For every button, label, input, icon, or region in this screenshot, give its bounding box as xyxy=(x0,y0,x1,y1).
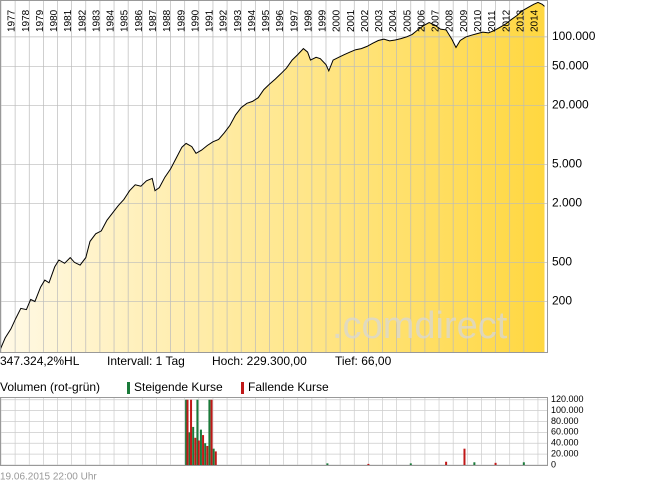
legend-swatch xyxy=(241,382,244,394)
y-tick-label: 20.000 xyxy=(551,448,579,458)
volume-bar xyxy=(186,399,189,465)
x-tick-label: 2010 xyxy=(473,9,484,32)
volume-bar xyxy=(463,448,466,465)
volume-bar xyxy=(522,462,525,465)
volume-bar xyxy=(473,462,476,465)
legend-label: Fallende Kurse xyxy=(248,380,329,394)
x-tick-label: 1981 xyxy=(63,9,74,32)
x-tick-label: 1978 xyxy=(21,9,32,32)
info-text: Hoch: 229.300,00 xyxy=(212,354,307,368)
x-tick-label: 1993 xyxy=(233,9,244,32)
y-tick-label: 120.000 xyxy=(551,394,584,404)
info-text: 347.324,2%HL xyxy=(0,354,80,368)
y-tick-label: 100.000 xyxy=(552,29,596,43)
volume-bar xyxy=(445,461,448,465)
y-tick-label: 50.000 xyxy=(552,59,589,73)
volume-bar xyxy=(409,463,412,465)
plot-frame xyxy=(0,0,548,353)
volume-bar xyxy=(326,463,329,465)
x-tick-label: 2005 xyxy=(402,9,413,32)
info-text: Intervall: 1 Tag xyxy=(107,354,185,368)
x-tick-label: 1980 xyxy=(49,9,60,32)
x-tick-label: 1998 xyxy=(303,9,314,32)
x-tick-label: 1986 xyxy=(134,9,145,32)
volume-bar xyxy=(214,451,217,465)
volume-title: Volumen (rot-grün) xyxy=(0,380,100,394)
footnote: 19.06.2015 22:00 Uhr xyxy=(0,472,97,483)
x-tick-label: 1996 xyxy=(275,9,286,32)
y-tick-label: 60.000 xyxy=(551,427,579,437)
volume-bar xyxy=(185,399,188,465)
y-tick-label: 80.000 xyxy=(551,416,579,426)
x-tick-label: 1992 xyxy=(219,9,230,32)
volume-bar xyxy=(367,463,370,465)
x-tick-label: 1994 xyxy=(247,9,258,32)
watermark: .comdirect xyxy=(332,305,508,347)
volume-bar xyxy=(204,443,207,465)
y-tick-label: 2.000 xyxy=(552,196,582,210)
x-tick-label: 1977 xyxy=(7,9,18,32)
x-tick-label: 2014 xyxy=(530,9,541,32)
info-text: Tief: 66,00 xyxy=(335,354,392,368)
legend-label: Steigende Kurse xyxy=(134,380,223,394)
x-tick-label: 1988 xyxy=(162,9,173,32)
volume-bar xyxy=(199,429,202,465)
x-tick-label: 2006 xyxy=(416,9,427,32)
price-line xyxy=(0,1,545,350)
volume-bar xyxy=(190,399,193,465)
x-tick-label: 1997 xyxy=(289,9,300,32)
x-tick-label: 2013 xyxy=(515,9,526,32)
y-tick-label: 500 xyxy=(552,255,572,269)
x-tick-label: 1991 xyxy=(205,9,216,32)
x-tick-label: 2011 xyxy=(487,10,498,32)
volume-bar xyxy=(188,432,191,465)
volume-bar xyxy=(202,435,205,465)
x-tick-label: 2004 xyxy=(388,9,399,32)
x-tick-label: 2002 xyxy=(360,9,371,32)
x-tick-label: 1987 xyxy=(148,9,159,32)
x-tick-label: 2003 xyxy=(374,9,385,32)
y-tick-label: 0 xyxy=(551,459,556,469)
volume-bar xyxy=(206,445,209,465)
volume-bar xyxy=(194,437,197,465)
volume-bar xyxy=(212,448,215,465)
area xyxy=(0,2,545,353)
volume-bar xyxy=(210,399,213,465)
x-tick-label: 1985 xyxy=(120,9,131,32)
x-tick-label: 2012 xyxy=(501,9,512,32)
x-tick-label: 1983 xyxy=(91,9,102,32)
x-tick-label: 1982 xyxy=(77,9,88,32)
y-tick-label: 100.000 xyxy=(551,405,584,415)
volume-bar xyxy=(197,440,200,465)
y-tick-label: 20.000 xyxy=(552,98,589,112)
x-tick-label: 2000 xyxy=(332,9,343,32)
legend-swatch xyxy=(127,382,130,394)
volume-bar xyxy=(196,399,199,465)
x-tick-label: 1995 xyxy=(261,9,272,32)
volume-bar xyxy=(192,426,195,465)
y-tick-label: 5.000 xyxy=(552,157,582,171)
volume-frame xyxy=(0,397,548,466)
x-tick-label: 1984 xyxy=(106,9,117,32)
x-tick-label: 1990 xyxy=(190,9,201,32)
x-tick-label: 1979 xyxy=(35,9,46,32)
x-tick-label: 1999 xyxy=(318,9,329,32)
volume-bar xyxy=(208,399,211,465)
volume-bar xyxy=(494,462,497,465)
x-tick-label: 2007 xyxy=(431,9,442,32)
x-tick-label: 2008 xyxy=(445,9,456,32)
x-tick-label: 1989 xyxy=(176,9,187,32)
y-tick-label: 200 xyxy=(552,294,572,308)
y-tick-label: 40.000 xyxy=(551,438,579,448)
x-tick-label: 2001 xyxy=(346,9,357,32)
x-tick-label: 2009 xyxy=(459,9,470,32)
